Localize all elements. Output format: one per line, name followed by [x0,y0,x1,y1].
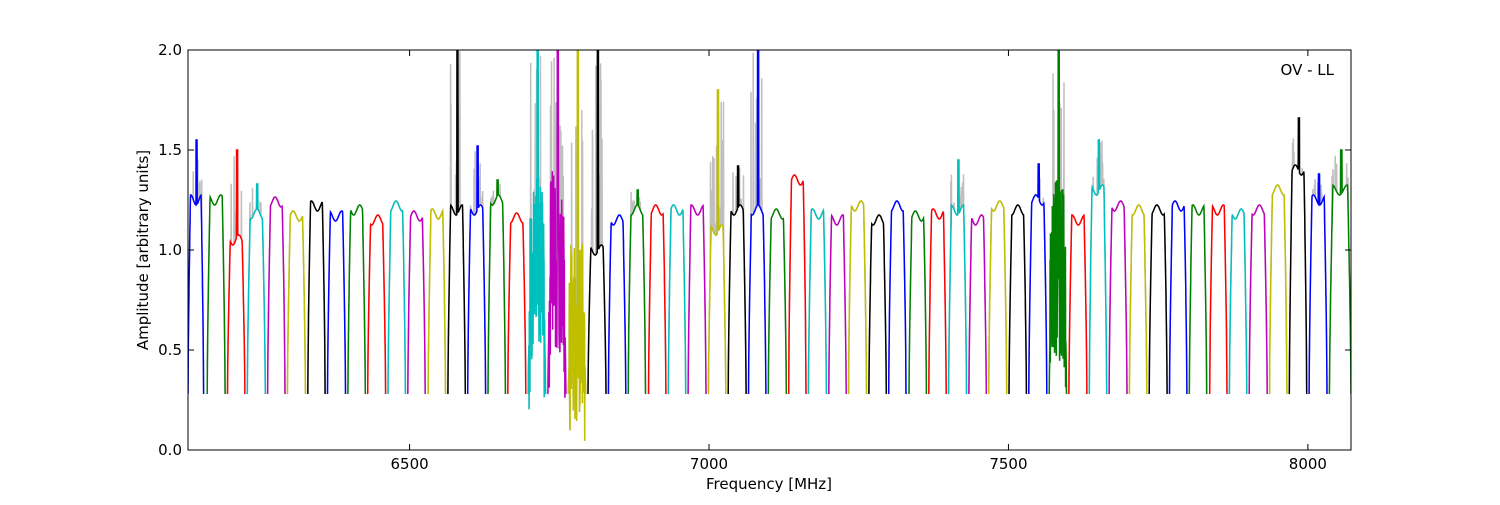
plot-annotation: OV - LL [1281,61,1335,79]
axis-ticks: 6500 7000 7500 8000 0.0 0.5 1.0 1.5 2.0 [158,41,1351,473]
spectral-window-line [1148,204,1168,395]
plot-background [188,50,1351,450]
spectral-window-line [1128,204,1148,395]
spectral-window-line [307,200,326,395]
spectral-window-line [206,194,226,395]
spectral-window-line [427,208,447,395]
x-tick-label: 7500 [989,455,1027,473]
spectral-window-line [908,210,928,395]
spectral-window-line [687,203,707,395]
spectral-window-line [366,214,387,395]
spectral-window-line [887,200,907,395]
spectral-window-line [1048,50,1068,395]
spectral-window-line [667,204,687,395]
spectral-window-line [607,214,627,395]
spectral-window-line [968,214,988,395]
spectral-window-line [286,210,307,395]
spectral-window-line [466,145,487,395]
spectral-window-line [527,50,547,410]
spectral-window-line [507,212,527,395]
spectral-window-line [1188,203,1208,395]
spectral-window-line [947,159,968,395]
spectral-window-line [487,179,507,395]
spectral-window-line [547,50,567,398]
spectral-window-line [1328,149,1351,395]
spectral-window-line [828,213,847,395]
spectral-window-line [807,207,828,395]
spectral-window-line [787,174,807,395]
spectral-window-line [326,209,347,395]
y-axis-label: Amplitude [arbitrary units] [134,150,152,350]
spectral-window-line [447,50,467,395]
spectral-window-line [1008,204,1028,395]
spectral-window-line [1088,139,1108,395]
spectral-window-line [868,214,888,395]
spectral-window-line [387,200,407,395]
x-tick-label: 8000 [1289,455,1327,473]
spectral-window-line [1308,173,1328,395]
spectral-window-layer [188,50,1351,441]
y-tick-label: 0.0 [158,441,182,459]
y-tick-label: 2.0 [158,41,182,59]
spectral-window-line [587,50,607,395]
spectral-window-line [1168,200,1188,395]
spectral-window-line [567,50,587,441]
x-tick-label: 7000 [690,455,728,473]
spectral-window-line [1288,117,1308,395]
spectral-window-line [1268,184,1288,395]
y-tick-label: 1.0 [158,241,182,259]
spectral-window-line [928,208,947,395]
spectral-window-line [1248,204,1268,395]
spectral-window-line [987,200,1008,395]
x-tick-label: 6500 [390,455,428,473]
spectral-window-line [707,89,727,395]
spectral-window-line [347,204,367,395]
y-tick-label: 0.5 [158,341,182,359]
x-axis-label: Frequency [MHz] [706,475,832,493]
spectral-window-line [266,196,286,395]
spectral-window-line [246,183,267,395]
spectral-window-line [188,139,205,395]
spectral-window-line [407,210,426,395]
spectral-window-line [727,165,747,395]
spectral-window-line [847,200,868,395]
spectral-window-line [647,204,667,395]
spectral-window-line [767,208,788,395]
spectral-window-line [1228,208,1248,395]
spectral-window-line [1208,203,1228,395]
spectral-window-line [747,50,767,395]
spectral-window-line [1108,200,1128,395]
y-tick-label: 1.5 [158,141,182,159]
spectral-window-line [226,149,246,395]
spectral-window-line [627,189,647,395]
spectral-window-line [1028,163,1048,395]
spectral-window-line [1068,213,1088,395]
